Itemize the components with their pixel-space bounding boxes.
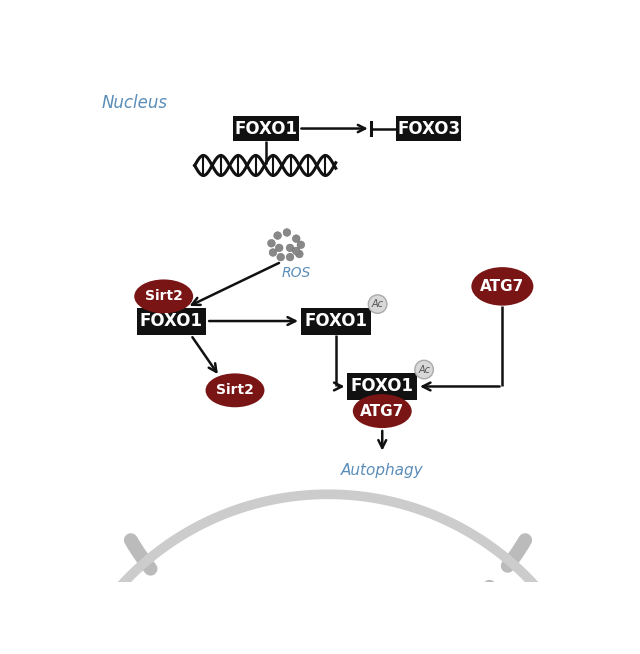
Text: Ac: Ac <box>418 364 430 375</box>
Circle shape <box>296 250 303 258</box>
Text: FOXO1: FOXO1 <box>351 377 413 396</box>
Text: Sirt2: Sirt2 <box>216 383 254 398</box>
Bar <box>396 116 461 141</box>
Circle shape <box>415 360 433 379</box>
Circle shape <box>286 253 294 261</box>
Text: ATG7: ATG7 <box>480 279 525 294</box>
Text: Sirt2: Sirt2 <box>145 289 182 303</box>
Bar <box>348 373 417 400</box>
Text: FOXO3: FOXO3 <box>397 120 460 137</box>
Text: Nucleus: Nucleus <box>102 94 168 112</box>
Bar <box>136 307 206 334</box>
Ellipse shape <box>205 373 264 407</box>
Circle shape <box>292 247 300 255</box>
Circle shape <box>286 244 294 252</box>
Text: FOXO1: FOXO1 <box>140 312 203 330</box>
Text: Autophagy: Autophagy <box>341 464 424 479</box>
Circle shape <box>277 253 285 261</box>
Text: FOXO1: FOXO1 <box>304 312 367 330</box>
Ellipse shape <box>353 394 412 428</box>
Circle shape <box>268 239 275 247</box>
Circle shape <box>275 244 283 252</box>
Text: ROS: ROS <box>282 266 311 281</box>
Ellipse shape <box>134 279 193 313</box>
Circle shape <box>368 295 387 313</box>
Circle shape <box>283 229 291 236</box>
Ellipse shape <box>472 267 533 305</box>
Circle shape <box>274 232 282 239</box>
Text: Ac: Ac <box>372 299 383 309</box>
Text: ATG7: ATG7 <box>360 404 404 419</box>
Text: FOXO1: FOXO1 <box>234 120 298 137</box>
Circle shape <box>292 235 300 243</box>
Bar <box>234 116 298 141</box>
Circle shape <box>269 249 277 256</box>
Bar <box>301 307 371 334</box>
Circle shape <box>297 241 305 249</box>
